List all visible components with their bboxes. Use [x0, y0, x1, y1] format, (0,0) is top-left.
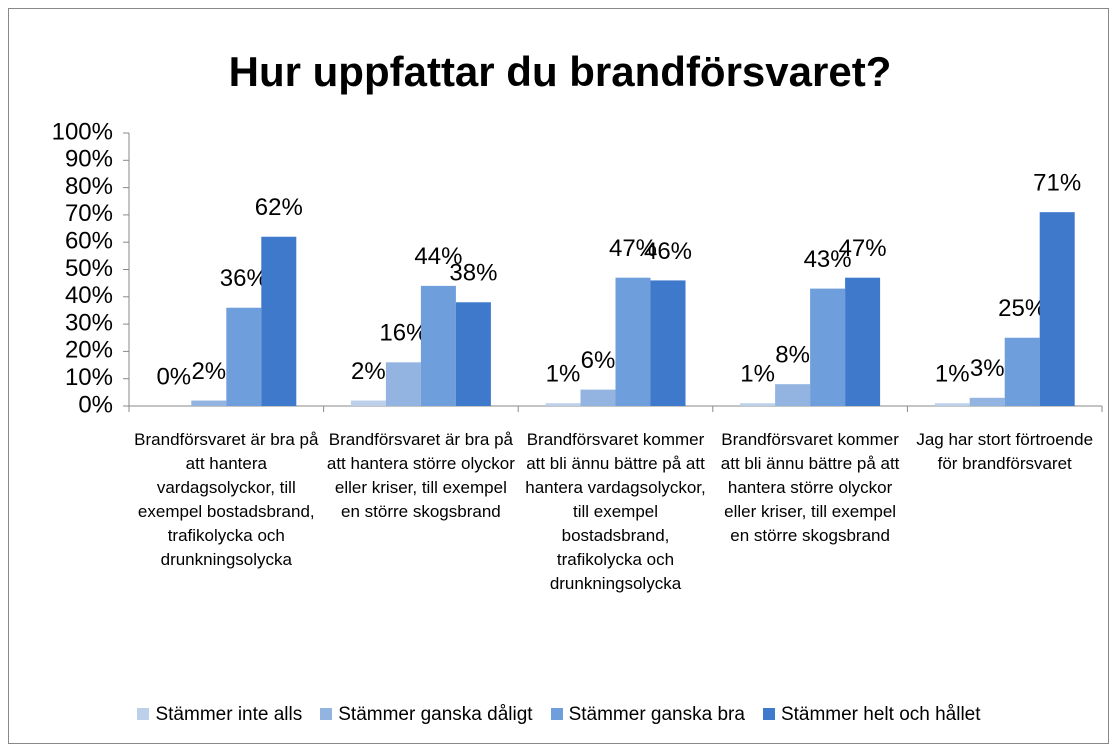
data-label: 6%: [581, 347, 616, 374]
y-tick-label: 70%: [65, 200, 113, 227]
data-label: 62%: [255, 194, 303, 221]
y-tick-label: 40%: [65, 282, 113, 309]
legend-label: Stämmer helt och hållet: [780, 704, 981, 725]
data-label: 71%: [1033, 170, 1081, 197]
data-label: 36%: [220, 265, 268, 292]
legend-item: Stämmer ganska bra: [550, 704, 745, 726]
y-tick-label: 0%: [78, 391, 113, 418]
legend-item: Stämmer helt och hållet: [762, 704, 981, 726]
bar: [1004, 337, 1040, 406]
chart-title: Hur uppfattar du brandförsvaret?: [229, 48, 892, 95]
data-label: 46%: [644, 238, 692, 265]
data-label: 2%: [191, 358, 226, 385]
x-tick-label: Brandförsvaret är bra på att hantera var…: [134, 430, 319, 569]
data-label: 16%: [379, 320, 427, 347]
data-label: 43%: [804, 246, 852, 273]
y-tick-label: 10%: [65, 364, 113, 391]
y-tick-label: 80%: [65, 173, 113, 200]
bar: [261, 236, 297, 406]
bar: [350, 400, 386, 406]
legend-swatch: [137, 708, 150, 720]
bar: [845, 277, 881, 406]
data-label: 44%: [414, 243, 462, 270]
legend-swatch: [550, 708, 563, 720]
bar: [191, 400, 227, 406]
legend-label: Stämmer inte alls: [155, 704, 303, 725]
legend-item: Stämmer ganska dåligt: [320, 704, 533, 726]
data-label: 47%: [609, 235, 657, 262]
bar: [934, 403, 970, 406]
x-tick-label: Brandförsvaret kommer att bli ännu bättr…: [525, 430, 706, 593]
bar: [615, 277, 651, 406]
data-label: 47%: [839, 235, 887, 262]
y-tick-label: 30%: [65, 309, 113, 336]
data-label: 1%: [740, 361, 775, 388]
legend-swatch: [320, 708, 333, 720]
legend-label: Stämmer ganska bra: [568, 704, 745, 725]
bar: [545, 403, 581, 406]
x-tick-label: Brandförsvaret kommer att bli ännu bättr…: [720, 430, 900, 545]
data-label: 0%: [156, 363, 191, 390]
legend-item: Stämmer inte alls: [137, 704, 302, 726]
legend-label: Stämmer ganska dåligt: [338, 704, 533, 725]
legend: Stämmer inte alls Stämmer ganska dåligt St…: [0, 704, 1118, 726]
data-label: 25%: [998, 295, 1046, 322]
bar: [650, 280, 686, 406]
x-tick-label: Jag har stort förtroende för brandförsva…: [916, 430, 1094, 473]
data-label: 1%: [935, 361, 970, 388]
bar: [226, 307, 262, 406]
data-label: 38%: [449, 260, 497, 287]
bar: [775, 384, 811, 406]
y-tick-label: 50%: [65, 255, 113, 282]
bar: [969, 397, 1005, 406]
chart-border: [8, 8, 1109, 744]
bar: [1039, 212, 1075, 406]
bar: [810, 288, 846, 406]
data-label: 3%: [970, 355, 1005, 382]
y-tick-label: 60%: [65, 228, 113, 255]
data-label: 1%: [546, 361, 581, 388]
bar: [455, 302, 491, 406]
y-tick-label: 100%: [52, 118, 113, 145]
legend-swatch: [762, 708, 775, 720]
bar: [420, 285, 456, 406]
data-label: 8%: [775, 342, 810, 369]
y-tick-label: 20%: [65, 337, 113, 364]
bar: [385, 362, 421, 406]
bar: [740, 403, 776, 406]
y-tick-label: 90%: [65, 146, 113, 173]
bar: [580, 389, 616, 406]
x-tick-label: Brandförsvaret är bra på att hantera stö…: [326, 430, 515, 521]
data-label: 2%: [351, 358, 386, 385]
